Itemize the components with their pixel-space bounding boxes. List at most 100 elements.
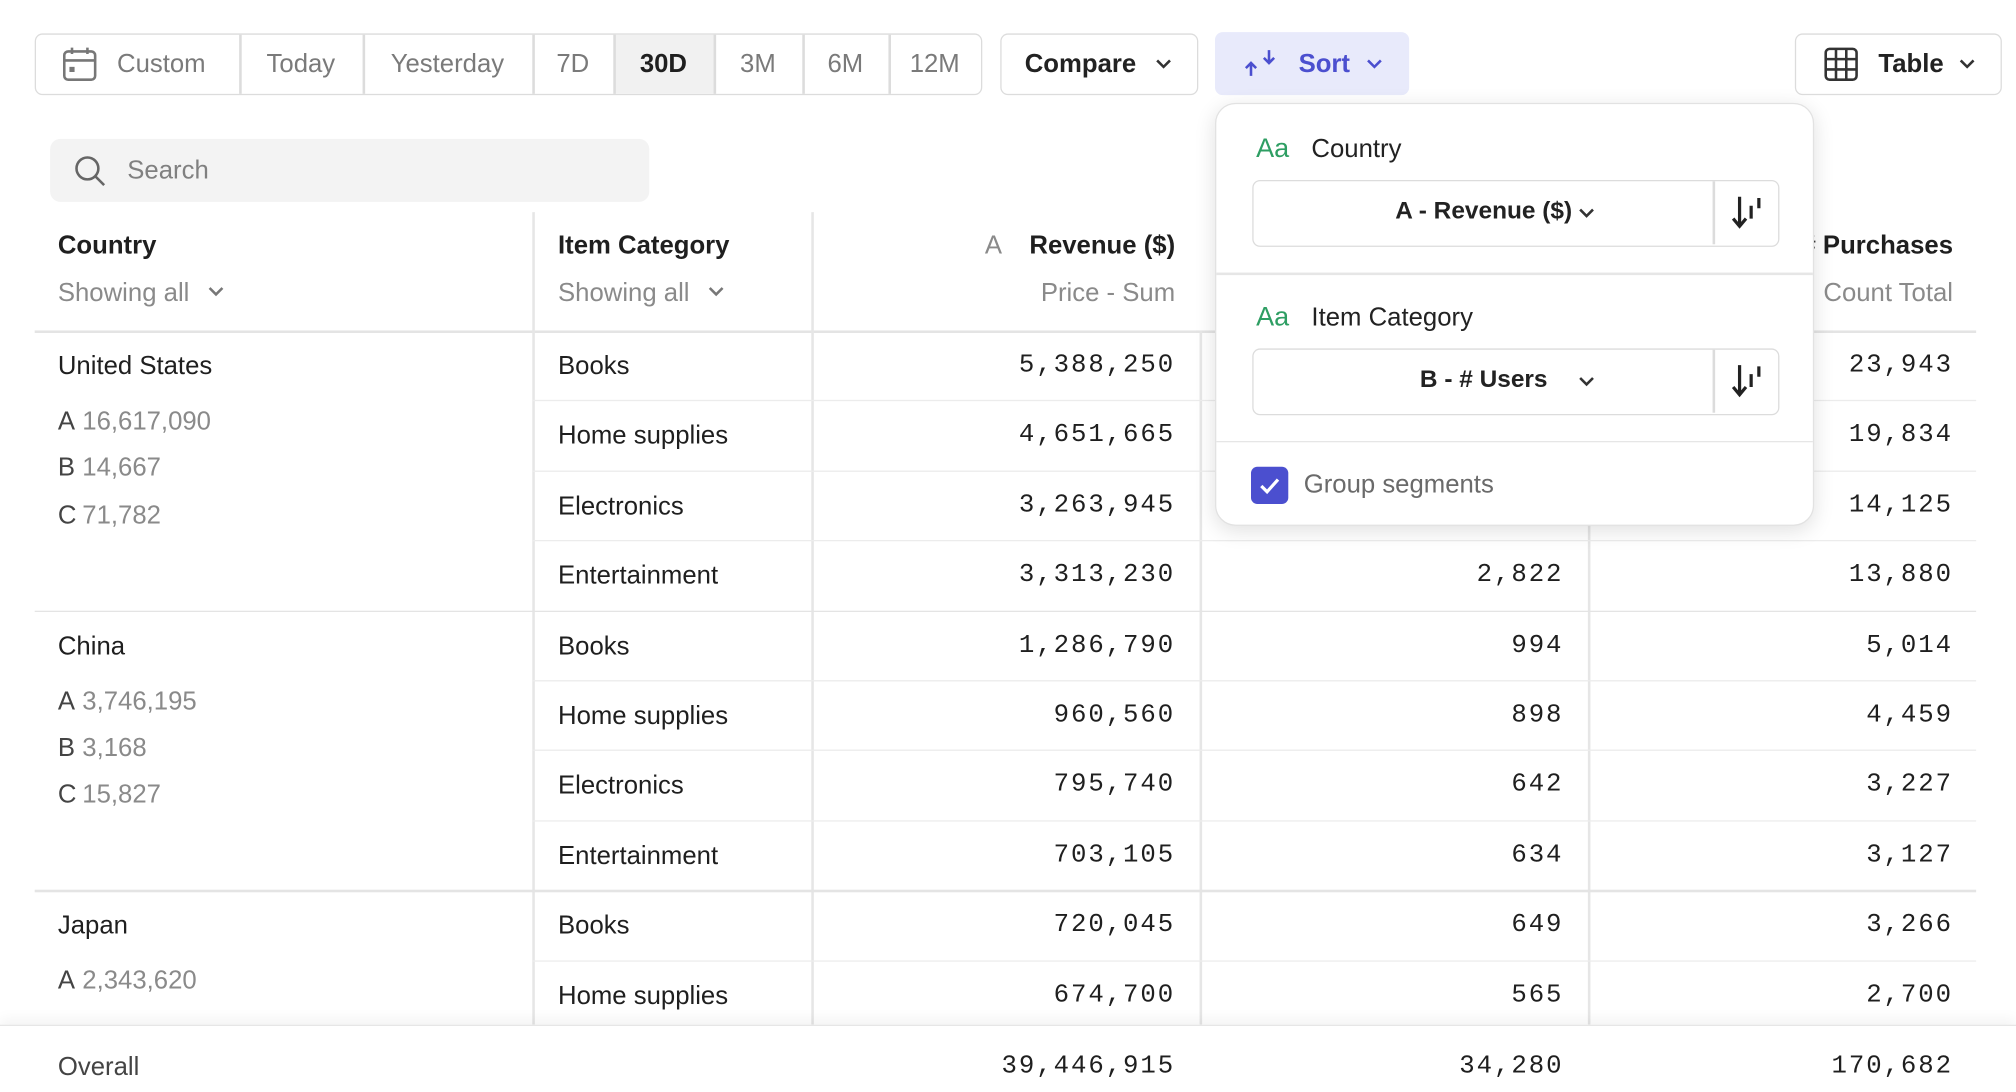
chevron-icon bbox=[1959, 59, 1975, 69]
date-range-option[interactable]: 12M bbox=[909, 50, 960, 79]
chevron-icon bbox=[1367, 59, 1382, 69]
row-border bbox=[532, 680, 1977, 682]
section-divider bbox=[1216, 272, 1813, 275]
column-divider bbox=[811, 212, 814, 1025]
search-box[interactable] bbox=[50, 138, 650, 202]
segment-divider bbox=[713, 34, 716, 94]
column-title: Revenue ($) bbox=[1029, 231, 1176, 260]
column-divider bbox=[532, 212, 535, 1025]
cell-value: 898 bbox=[1511, 700, 1564, 731]
cell-value: 3,263,945 bbox=[1018, 490, 1176, 521]
compare-button[interactable] bbox=[1000, 33, 1199, 96]
section-title: Item Category bbox=[1311, 302, 1473, 332]
sort-direction-icon[interactable] bbox=[1729, 193, 1765, 232]
header-border bbox=[34, 330, 1977, 333]
summary-value: 2,343,620 bbox=[82, 967, 197, 996]
segment-divider bbox=[239, 34, 242, 94]
summary-value: 71,782 bbox=[82, 500, 161, 530]
chevron-icon bbox=[208, 287, 224, 297]
section-title: Country bbox=[1311, 134, 1402, 164]
column-subtitle: Count Total bbox=[1823, 278, 1953, 308]
sort-popup: Aa Country A - Revenue ($) Aa Item Category B… bbox=[1214, 102, 1815, 526]
cell-value: 13,880 bbox=[1848, 560, 1953, 591]
cell-value: 2,700 bbox=[1866, 980, 1953, 1011]
group-segments-checkbox[interactable] bbox=[1250, 466, 1289, 504]
cell-value: 19,834 bbox=[1848, 420, 1953, 451]
date-range-option[interactable]: 7D bbox=[556, 50, 590, 79]
column-subtitle: Price - Sum bbox=[1040, 278, 1176, 308]
cell-value: 4,459 bbox=[1866, 700, 1953, 731]
view-label[interactable]: Table bbox=[1878, 50, 1944, 79]
summary-letter: B bbox=[57, 734, 76, 763]
date-range-group bbox=[34, 33, 983, 96]
chevron-icon bbox=[1579, 376, 1594, 386]
group-border bbox=[34, 889, 1977, 892]
row-border bbox=[532, 820, 1977, 822]
date-range-option[interactable]: Custom bbox=[116, 50, 206, 79]
cell-value: 960,560 bbox=[1053, 700, 1176, 731]
view-button[interactable] bbox=[1794, 33, 2002, 96]
summary-letter: C bbox=[57, 780, 77, 809]
cell-value: 674,700 bbox=[1053, 980, 1176, 1011]
calendar-icon bbox=[62, 47, 97, 81]
cell-value: 3,227 bbox=[1866, 770, 1953, 801]
row-border bbox=[532, 750, 1977, 752]
summary-letter: A bbox=[57, 407, 76, 436]
cell-value: 5,388,250 bbox=[1018, 350, 1176, 381]
column-title: Item Category bbox=[557, 231, 730, 260]
country-name: United States bbox=[57, 352, 213, 381]
item-category: Books bbox=[557, 632, 630, 661]
column-subtitle: Showing all bbox=[57, 278, 190, 308]
cell-value: 14,125 bbox=[1848, 490, 1953, 521]
footer-value: 34,280 bbox=[1459, 1051, 1564, 1082]
sort-direction-icon[interactable] bbox=[1729, 361, 1765, 400]
sort-by-value: A - Revenue ($) bbox=[1395, 197, 1573, 225]
cell-value: 994 bbox=[1511, 630, 1564, 661]
cell-value: 720,045 bbox=[1053, 910, 1176, 941]
date-range-option[interactable]: 6M bbox=[827, 50, 864, 79]
column-title: # Purchases bbox=[1801, 231, 1953, 260]
item-category: Home supplies bbox=[557, 422, 729, 451]
cell-value: 642 bbox=[1511, 770, 1564, 801]
sort-icon bbox=[1244, 50, 1276, 76]
date-range-option[interactable]: Today bbox=[266, 50, 336, 79]
item-category: Home supplies bbox=[557, 981, 729, 1011]
sort-by-dropdown[interactable]: B - # Users bbox=[1252, 347, 1780, 415]
table-icon bbox=[1824, 47, 1858, 81]
chevron-icon bbox=[1579, 208, 1594, 218]
cell-value: 3,266 bbox=[1866, 910, 1953, 941]
item-category: Home supplies bbox=[557, 701, 729, 731]
selected-range-bg bbox=[614, 34, 715, 94]
column-title: Country bbox=[57, 231, 157, 260]
row-border bbox=[532, 540, 1977, 542]
cell-value: 5,014 bbox=[1866, 630, 1953, 661]
item-category: Books bbox=[557, 911, 630, 941]
cell-value: 23,943 bbox=[1848, 350, 1953, 381]
segment-divider bbox=[802, 34, 805, 94]
cell-value: 703,105 bbox=[1053, 840, 1176, 871]
search-icon bbox=[75, 156, 106, 187]
group-border bbox=[34, 610, 1977, 613]
group-segments-label: Group segments bbox=[1303, 470, 1494, 499]
item-category: Entertainment bbox=[557, 562, 719, 591]
cell-value: 4,651,665 bbox=[1018, 420, 1176, 451]
column-divider bbox=[1587, 330, 1591, 1025]
sort-by-dropdown[interactable]: A - Revenue ($) bbox=[1252, 179, 1780, 247]
sort-label[interactable]: Sort bbox=[1298, 50, 1350, 79]
cell-value: 565 bbox=[1511, 980, 1564, 1011]
date-range-option[interactable]: Yesterday bbox=[390, 50, 505, 79]
date-range-option[interactable]: 30D bbox=[639, 50, 688, 79]
summary-letter: C bbox=[57, 500, 77, 530]
footer-value: 170,682 bbox=[1831, 1051, 1953, 1082]
search-placeholder: Search bbox=[127, 156, 209, 186]
row-border bbox=[532, 959, 1977, 962]
column-divider bbox=[1199, 330, 1203, 1025]
cell-value: 1,286,790 bbox=[1018, 630, 1176, 661]
date-range-option[interactable]: 3M bbox=[740, 50, 776, 79]
footer-label: Overall bbox=[57, 1052, 140, 1082]
compare-label[interactable]: Compare bbox=[1024, 50, 1137, 79]
segment-divider bbox=[613, 34, 616, 94]
cell-value: 2,822 bbox=[1476, 560, 1564, 591]
